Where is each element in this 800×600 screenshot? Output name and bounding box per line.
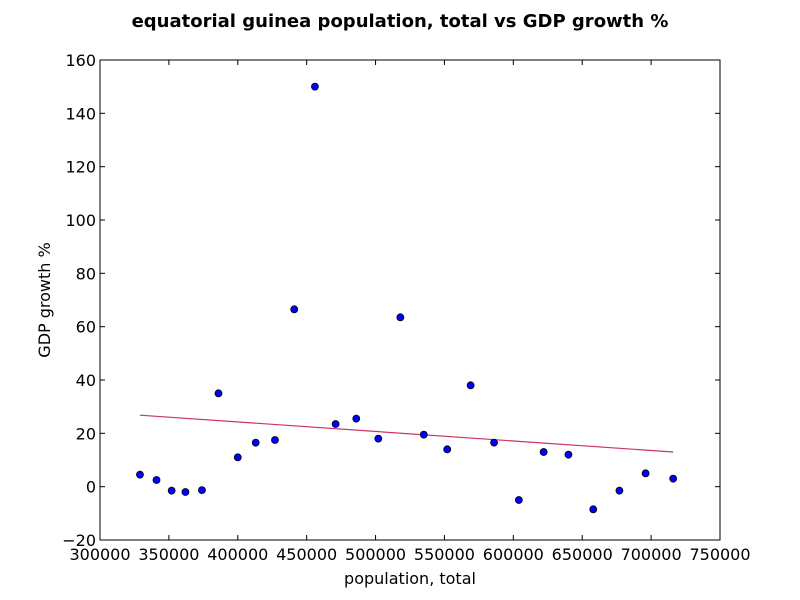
data-point <box>589 505 598 514</box>
y-tick-label: 80 <box>76 264 96 283</box>
x-tick-label: 700000 <box>621 545 682 564</box>
x-tick-label: 500000 <box>345 545 406 564</box>
data-point <box>251 438 260 447</box>
chart-title: equatorial guinea population, total vs G… <box>132 11 669 32</box>
data-point <box>490 438 498 447</box>
x-tick-label: 600000 <box>483 545 544 564</box>
y-tick-label: 120 <box>65 158 96 177</box>
plot-frame <box>99 59 721 541</box>
data-point <box>198 486 206 495</box>
y-tick-label: 40 <box>76 371 96 390</box>
data-point <box>331 420 340 428</box>
data-points <box>136 82 678 514</box>
y-tick-label: 20 <box>76 424 96 443</box>
data-point <box>419 430 428 439</box>
y-tick-label: 160 <box>65 51 96 70</box>
data-point <box>466 381 475 390</box>
y-tick-label: 60 <box>76 318 96 337</box>
data-point <box>564 450 573 459</box>
y-tick-label: −20 <box>62 531 96 550</box>
x-tick-label: 550000 <box>414 545 475 564</box>
data-point <box>181 488 190 496</box>
data-point <box>233 453 242 462</box>
plot-area <box>100 60 720 540</box>
data-point <box>152 476 161 484</box>
x-tick-label: 450000 <box>276 545 337 564</box>
data-point <box>290 305 299 314</box>
data-point <box>443 445 452 454</box>
x-tick-labels: 300000 350000 400000 450000 500000 550000 6000… <box>69 545 750 564</box>
trendline <box>139 414 674 453</box>
y-tick-label: 100 <box>65 211 96 230</box>
data-point <box>271 436 279 444</box>
data-point <box>641 469 650 478</box>
x-tick-label: 650000 <box>552 545 613 564</box>
data-point <box>539 448 548 456</box>
data-point <box>669 474 678 483</box>
data-point <box>514 496 523 504</box>
x-tick-label: 300000 <box>69 545 130 564</box>
data-point <box>352 414 361 423</box>
data-point <box>374 434 383 443</box>
y-tick-label: 140 <box>65 104 96 123</box>
data-point <box>136 470 144 479</box>
y-tick-labels: −20 0 20 40 60 80 100 120 140 160 <box>62 51 96 550</box>
data-point <box>214 389 223 398</box>
y-axis-title: GDP growth % <box>35 242 54 357</box>
trendline-group <box>139 414 674 453</box>
y-tick-label: 0 <box>86 478 96 497</box>
data-point <box>396 313 405 322</box>
x-tick-label: 400000 <box>207 545 268 564</box>
x-axis-title: population, total <box>344 569 476 588</box>
x-tick-label: 750000 <box>689 545 750 564</box>
data-point <box>167 486 176 495</box>
data-point <box>311 82 319 91</box>
data-point <box>615 486 624 495</box>
x-tick-label: 350000 <box>138 545 199 564</box>
